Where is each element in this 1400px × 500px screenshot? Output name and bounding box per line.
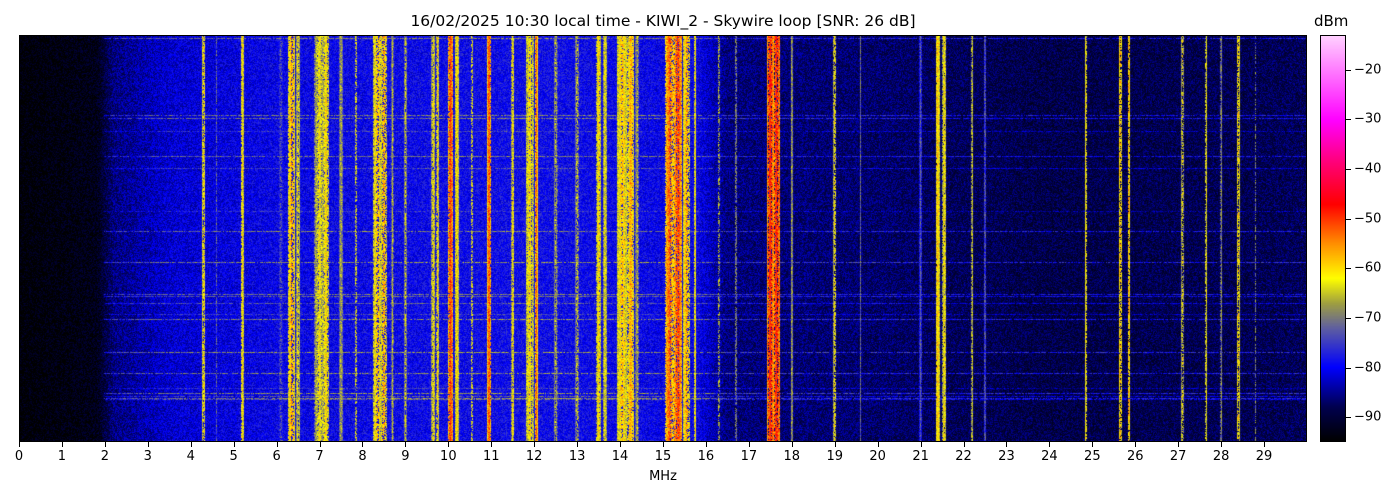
x-tick: [104, 442, 106, 447]
x-tick: [791, 442, 793, 447]
x-tick-label: 28: [1212, 449, 1230, 464]
x-tick-label: 14: [611, 449, 629, 464]
x-tick-label: 29: [1255, 449, 1273, 464]
x-tick: [748, 442, 750, 447]
x-tick: [705, 442, 707, 447]
x-tick-label: 24: [1041, 449, 1058, 464]
colorbar-tick-label: −40: [1354, 161, 1382, 177]
colorbar-tick-label: −80: [1354, 360, 1382, 376]
x-tick-label: 23: [998, 449, 1015, 464]
x-tick: [1135, 442, 1137, 447]
x-tick: [577, 442, 579, 447]
x-tick: [491, 442, 493, 447]
x-tick-label: 16: [697, 449, 715, 464]
x-tick-label: 13: [568, 449, 586, 464]
colorbar-tick-label: −60: [1354, 260, 1382, 276]
x-tick-label: 4: [186, 449, 195, 464]
x-tick-label: 1: [57, 449, 67, 464]
x-tick-label: 15: [654, 449, 672, 464]
x-tick-label: 25: [1084, 449, 1101, 464]
x-tick-label: 9: [401, 449, 410, 464]
x-tick: [534, 442, 536, 447]
x-tick: [276, 442, 278, 447]
x-tick-label: 3: [143, 449, 152, 464]
x-tick: [233, 442, 235, 447]
colorbar-tick: [1346, 317, 1351, 319]
colorbar-tick: [1346, 119, 1351, 121]
x-tick-label: 0: [14, 449, 24, 464]
x-tick-label: 10: [440, 449, 457, 464]
colorbar-tick: [1346, 268, 1351, 270]
x-tick: [448, 442, 450, 447]
x-tick-label: 27: [1169, 449, 1187, 464]
x-tick: [834, 442, 836, 447]
x-tick-label: 18: [783, 449, 801, 464]
x-tick: [877, 442, 879, 447]
colorbar-tick-label: −90: [1354, 409, 1382, 425]
x-tick: [147, 442, 149, 447]
plot-frame: [19, 35, 1307, 442]
x-tick: [190, 442, 192, 447]
x-tick: [1049, 442, 1051, 447]
x-tick-label: 21: [912, 449, 929, 464]
x-tick-label: 20: [869, 449, 886, 464]
x-tick: [405, 442, 407, 447]
x-tick-label: 17: [740, 449, 758, 464]
colorbar-tick: [1346, 218, 1351, 220]
chart-title: 16/02/2025 10:30 local time - KIWI_2 - S…: [410, 12, 916, 30]
colorbar-label: dBm: [1314, 12, 1349, 30]
x-tick: [663, 442, 664, 447]
x-tick: [920, 442, 922, 447]
x-tick: [61, 442, 63, 447]
x-tick-label: 19: [826, 449, 843, 464]
x-tick: [963, 442, 965, 447]
x-tick: [1264, 442, 1266, 447]
x-tick: [1092, 442, 1094, 447]
x-tick-label: 5: [229, 449, 238, 464]
colorbar-tick: [1346, 169, 1351, 170]
colorbar-tick-label: −70: [1354, 310, 1382, 326]
colorbar-tick-label: −30: [1354, 111, 1382, 127]
x-tick-label: 11: [482, 449, 500, 464]
x-tick-label: 8: [358, 449, 367, 464]
x-tick: [19, 442, 20, 447]
x-tick-label: 12: [525, 449, 543, 464]
x-axis-label: MHz: [649, 469, 677, 484]
colorbar-tick-label: −20: [1354, 62, 1382, 78]
x-tick-label: 26: [1126, 449, 1144, 464]
waterfall-heatmap: [19, 35, 1307, 442]
colorbar-tick: [1346, 367, 1351, 369]
x-tick: [1006, 442, 1008, 447]
colorbar: [1320, 35, 1346, 442]
colorbar-tick-label: −50: [1354, 211, 1382, 227]
x-tick: [1221, 442, 1223, 447]
x-tick: [319, 442, 321, 447]
x-tick: [1178, 442, 1180, 447]
x-tick-label: 22: [955, 449, 972, 464]
x-tick: [362, 442, 364, 447]
x-tick-label: 7: [315, 449, 324, 464]
colorbar-tick: [1346, 417, 1351, 419]
x-tick-label: 2: [100, 449, 109, 464]
x-tick-label: 6: [272, 449, 281, 464]
x-tick: [620, 442, 622, 447]
colorbar-tick: [1346, 69, 1351, 71]
